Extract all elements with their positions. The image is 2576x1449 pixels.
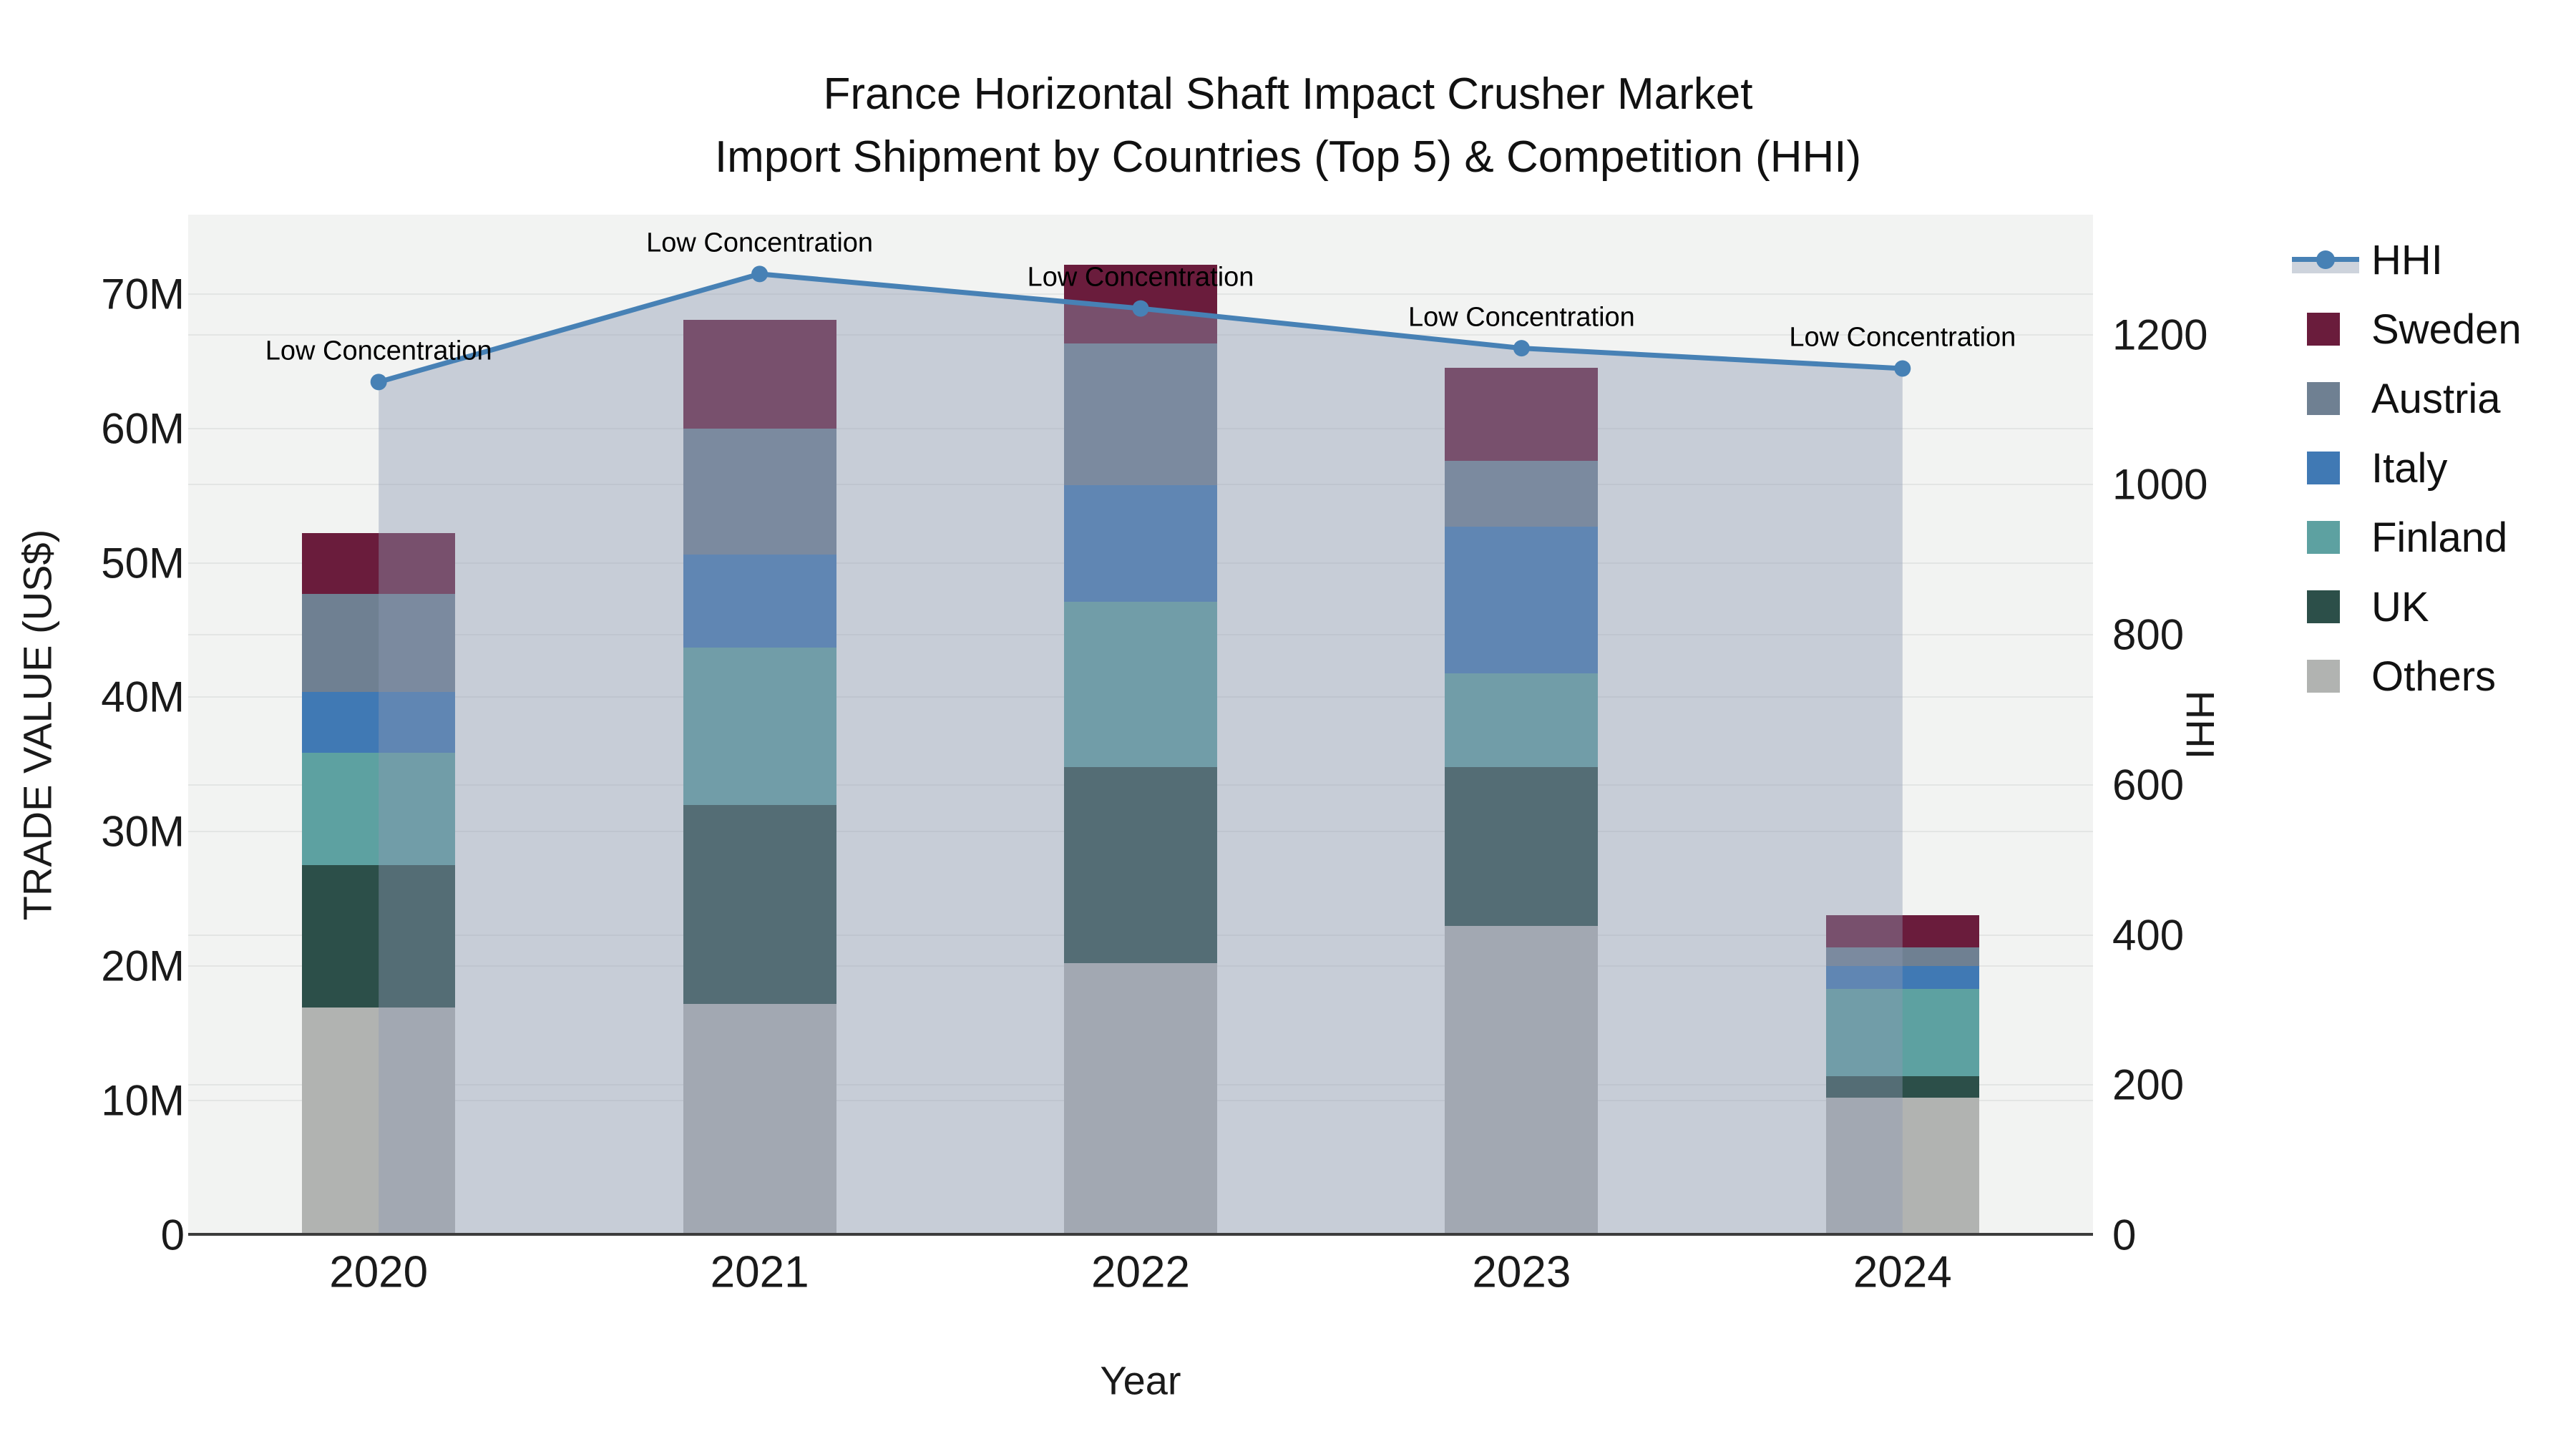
legend-item-sweden[interactable]: Sweden: [2290, 295, 2522, 364]
y-left-tick-0: 0: [160, 1211, 185, 1259]
y-axis-right-title: HHI: [2177, 690, 2223, 760]
y-left-tick-20M: 20M: [101, 942, 185, 990]
annotation-low-concentration-2023: Low Concentration: [1407, 302, 1635, 333]
bar-segment-italy-2023[interactable]: [1445, 526, 1599, 673]
annotation-low-concentration-2020: Low Concentration: [265, 336, 492, 366]
y-left-tick-30M: 30M: [101, 807, 185, 856]
y-right-tick-400: 400: [2112, 911, 2185, 960]
bar-segment-others-2021[interactable]: [683, 1003, 836, 1235]
bar-segment-finland-2024[interactable]: [1825, 989, 1979, 1077]
legend-symbol-sweden: [2290, 295, 2368, 364]
x-tick-2021: 2021: [710, 1247, 809, 1297]
bar-segment-sweden-2020[interactable]: [302, 533, 456, 594]
legend-symbol-austria: [2290, 364, 2368, 434]
legend-swatch-icon-austria: [2307, 382, 2340, 415]
hhi-marker-2020[interactable]: [370, 374, 387, 391]
legend-item-austria[interactable]: Austria: [2290, 364, 2501, 434]
annotation-low-concentration-2021: Low Concentration: [646, 228, 874, 258]
bar-segment-others-2024[interactable]: [1825, 1098, 1979, 1235]
legend-swatch-icon-others: [2307, 660, 2340, 693]
annotation-low-concentration-2024: Low Concentration: [1789, 322, 2016, 353]
legend-symbol-hhi: [2290, 225, 2368, 295]
chart-title-line2: Import Shipment by Countries (Top 5) & C…: [714, 132, 1862, 182]
hhi-marker-swatch-icon: [2316, 250, 2335, 269]
bar-segment-sweden-2023[interactable]: [1445, 368, 1599, 461]
legend-item-italy[interactable]: Italy: [2290, 434, 2447, 503]
legend-label-austria: Austria: [2371, 375, 2501, 422]
legend-label-others: Others: [2371, 653, 2497, 700]
bar-segment-others-2022[interactable]: [1064, 963, 1217, 1235]
bar-segment-sweden-2024[interactable]: [1825, 914, 1979, 947]
bar-segment-others-2020[interactable]: [302, 1008, 456, 1235]
bar-segment-italy-2024[interactable]: [1825, 966, 1979, 990]
x-axis-line: [188, 1233, 2093, 1236]
y-left-tick-70M: 70M: [101, 270, 185, 318]
bar-segment-others-2023[interactable]: [1445, 925, 1599, 1235]
bar-segment-finland-2023[interactable]: [1445, 673, 1599, 768]
y-right-tick-1200: 1200: [2112, 311, 2208, 359]
chart-title-line1: France Horizontal Shaft Impact Crusher M…: [823, 69, 1753, 119]
annotation-low-concentration-2022: Low Concentration: [1027, 262, 1254, 293]
bar-segment-austria-2020[interactable]: [302, 593, 456, 692]
hhi-marker-2022[interactable]: [1132, 300, 1149, 317]
legend-item-others[interactable]: Others: [2290, 642, 2496, 711]
y-left-tick-50M: 50M: [101, 539, 185, 587]
legend-symbol-uk: [2290, 572, 2368, 642]
bar-segment-finland-2021[interactable]: [683, 647, 836, 805]
plot-area: Low Concentration Low Concentration Low Co…: [188, 215, 2093, 1236]
bar-segment-austria-2022[interactable]: [1064, 343, 1217, 485]
y-left-tick-60M: 60M: [101, 404, 185, 453]
bar-segment-italy-2021[interactable]: [683, 555, 836, 648]
bar-segment-austria-2024[interactable]: [1825, 947, 1979, 967]
legend-label-uk: UK: [2371, 583, 2429, 630]
legend-item-hhi[interactable]: HHI: [2290, 225, 2443, 295]
x-tick-2023: 2023: [1472, 1247, 1571, 1297]
legend-swatch-icon-uk: [2307, 590, 2340, 623]
legend-label-hhi: HHI: [2371, 236, 2443, 283]
bar-segment-uk-2020[interactable]: [302, 865, 456, 1008]
legend-symbol-others: [2290, 642, 2368, 711]
bar-segment-austria-2021[interactable]: [683, 428, 836, 555]
bar-segment-uk-2021[interactable]: [683, 804, 836, 1004]
hhi-line-layer: [370, 265, 1911, 1235]
y-axis-left-title: TRADE VALUE (US$): [14, 529, 60, 921]
bar-segment-italy-2020[interactable]: [302, 691, 456, 753]
legend-label-finland: Finland: [2371, 514, 2508, 561]
legend-item-uk[interactable]: UK: [2290, 572, 2429, 642]
hhi-area-fill: [379, 273, 1903, 1235]
x-axis-title: Year: [1100, 1357, 1181, 1403]
legend-symbol-italy: [2290, 434, 2368, 503]
bar-segment-finland-2020[interactable]: [302, 752, 456, 866]
legend-symbol-finland: [2290, 503, 2368, 572]
bar-segment-sweden-2021[interactable]: [683, 319, 836, 429]
legend-swatch-icon-italy: [2307, 452, 2340, 484]
y-right-tick-600: 600: [2112, 761, 2185, 809]
y-right-tick-1000: 1000: [2112, 460, 2208, 509]
y-right-tick-800: 800: [2112, 610, 2185, 659]
y-right-tick-200: 200: [2112, 1060, 2185, 1109]
x-tick-2022: 2022: [1091, 1247, 1190, 1297]
legend-item-finland[interactable]: Finland: [2290, 503, 2507, 572]
hhi-marker-2024[interactable]: [1894, 360, 1911, 377]
bar-segment-finland-2022[interactable]: [1064, 602, 1217, 768]
y-left-tick-40M: 40M: [101, 673, 185, 721]
legend-swatch-icon-sweden: [2307, 313, 2340, 346]
bar-segment-uk-2024[interactable]: [1825, 1076, 1979, 1098]
bar-segment-italy-2022[interactable]: [1064, 484, 1217, 602]
legend-label-italy: Italy: [2371, 444, 2448, 492]
x-tick-2020: 2020: [329, 1247, 429, 1297]
bar-segment-uk-2023[interactable]: [1445, 767, 1599, 926]
hhi-marker-2023[interactable]: [1513, 340, 1530, 357]
bar-segment-uk-2022[interactable]: [1064, 767, 1217, 964]
x-tick-2024: 2024: [1853, 1247, 1952, 1297]
hhi-marker-2021[interactable]: [751, 265, 769, 283]
y-right-tick-0: 0: [2112, 1211, 2137, 1259]
bar-segment-austria-2023[interactable]: [1445, 460, 1599, 527]
y-left-tick-10M: 10M: [101, 1076, 185, 1125]
legend-swatch-icon-finland: [2307, 521, 2340, 554]
legend-label-sweden: Sweden: [2371, 306, 2522, 353]
